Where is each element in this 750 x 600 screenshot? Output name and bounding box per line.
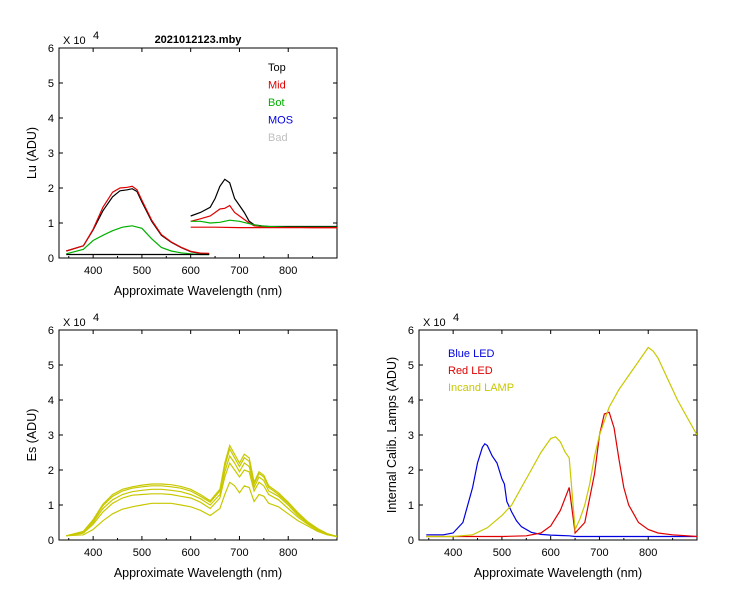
lu-legend-top: Top (268, 62, 286, 74)
es-series-es-4 (66, 447, 337, 538)
cal-plot-frame (418, 329, 698, 541)
lu-ylabel: Lu (ADU) (25, 127, 39, 179)
cal-multiplier: X 10 (423, 317, 446, 329)
lu-xtick-label: 600 (182, 265, 200, 277)
lu-xtick-label: 800 (279, 265, 297, 277)
lu-ytick-label: 2 (48, 183, 54, 195)
es-ylabel: Es (ADU) (25, 409, 39, 462)
lu-ytick-label: 0 (48, 253, 54, 265)
es-ytick-label: 1 (48, 500, 54, 512)
lu-xtick-label: 400 (84, 265, 102, 277)
cal-xtick-label: 700 (590, 547, 608, 559)
lu-multiplier-exponent: 4 (93, 30, 99, 42)
cal-legend-incand-lamp: Incand LAMP (448, 382, 514, 394)
lu-series-top-b (190, 178, 337, 228)
cal-legend-red-led: Red LED (448, 365, 493, 377)
es-multiplier-exponent: 4 (93, 312, 99, 324)
lu-ytick-label: 4 (48, 113, 54, 125)
cal-series-blue-led (426, 442, 697, 538)
lu-xtick-label: 500 (133, 265, 151, 277)
es-xtick-label: 500 (133, 547, 151, 559)
lu-series-mid-a (66, 185, 210, 254)
lu-legend-mos: MOS (268, 115, 293, 127)
lu-legend-bot: Bot (268, 97, 285, 109)
es-ytick-label: 5 (48, 360, 54, 372)
lu-series-mid-b (190, 204, 337, 229)
es-series-es-3 (66, 454, 337, 538)
lu-series-bot-a (66, 225, 210, 256)
es-series-es-1 (66, 481, 337, 538)
cal-series-red-led (426, 411, 697, 538)
lu-legend-mid: Mid (268, 80, 286, 92)
cal-chart: 0 1 2 3 4 5 6 400 500 600 700 800 X 10 4 Approximate W… (385, 312, 698, 580)
lu-xtick-label: 700 (230, 265, 248, 277)
cal-xtick-label: 800 (639, 547, 657, 559)
lu-multiplier: X 10 (63, 35, 86, 47)
cal-ytick-label: 1 (408, 500, 414, 512)
lu-ytick-label: 6 (48, 43, 54, 55)
lu-title: 2021012123.mby (155, 34, 243, 46)
cal-multiplier-exponent: 4 (453, 312, 459, 324)
lu-ytick-label: 5 (48, 78, 54, 90)
cal-ytick-label: 6 (408, 325, 414, 337)
cal-ylabel: Internal Calib. Lamps (ADU) (385, 357, 399, 513)
es-chart: 0 1 2 3 4 5 6 400 500 600 700 800 X 10 4 Approximate W… (25, 312, 338, 580)
es-multiplier: X 10 (63, 317, 86, 329)
cal-legend-blue-led: Blue LED (448, 348, 495, 360)
lu-series-top-a (66, 188, 210, 255)
cal-series-incand-lamp (426, 346, 697, 538)
es-xtick-label: 600 (182, 547, 200, 559)
es-ytick-label: 3 (48, 430, 54, 442)
es-ytick-label: 4 (48, 395, 54, 407)
cal-xlabel: Approximate Wavelength (nm) (474, 566, 642, 580)
lu-ytick-label: 1 (48, 218, 54, 230)
cal-ytick-label: 3 (408, 430, 414, 442)
cal-ytick-label: 2 (408, 465, 414, 477)
es-ytick-label: 0 (48, 535, 54, 547)
cal-ytick-label: 4 (408, 395, 414, 407)
es-xtick-label: 800 (279, 547, 297, 559)
es-xtick-label: 400 (84, 547, 102, 559)
es-series-es-2 (66, 461, 337, 538)
es-xtick-label: 700 (230, 547, 248, 559)
cal-xtick-label: 500 (493, 547, 511, 559)
es-ytick-label: 6 (48, 325, 54, 337)
cal-xtick-label: 600 (542, 547, 560, 559)
cal-xtick-label: 400 (444, 547, 462, 559)
cal-ytick-label: 0 (408, 535, 414, 547)
lu-ytick-label: 3 (48, 148, 54, 160)
lu-xlabel: Approximate Wavelength (nm) (114, 284, 282, 298)
es-xlabel: Approximate Wavelength (nm) (114, 566, 282, 580)
lu-legend-bad: Bad (268, 132, 288, 144)
es-series-es-5 (66, 443, 337, 538)
es-ytick-label: 2 (48, 465, 54, 477)
lu-chart: 0 1 2 3 4 5 6 400 500 600 700 800 X 10 4 Approximate W… (25, 30, 338, 298)
cal-ytick-label: 5 (408, 360, 414, 372)
